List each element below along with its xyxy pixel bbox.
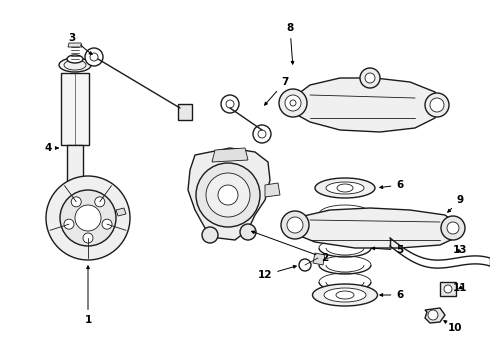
Circle shape [75, 205, 101, 231]
Polygon shape [313, 253, 325, 265]
Ellipse shape [315, 178, 375, 198]
Circle shape [95, 197, 105, 207]
Circle shape [71, 197, 81, 207]
Circle shape [258, 130, 266, 138]
Ellipse shape [59, 58, 91, 72]
Text: 7: 7 [265, 77, 289, 105]
Circle shape [444, 285, 452, 293]
Circle shape [299, 259, 311, 271]
Polygon shape [440, 282, 456, 296]
Text: 6: 6 [380, 290, 404, 300]
Circle shape [102, 219, 112, 229]
Circle shape [425, 93, 449, 117]
Circle shape [196, 163, 260, 227]
Circle shape [428, 310, 438, 320]
Ellipse shape [324, 288, 366, 302]
Circle shape [430, 98, 444, 112]
Text: 2: 2 [252, 231, 329, 263]
Text: 8: 8 [286, 23, 294, 64]
Circle shape [218, 185, 238, 205]
Circle shape [46, 176, 130, 260]
Circle shape [221, 95, 239, 113]
Circle shape [64, 219, 74, 229]
Polygon shape [178, 104, 192, 120]
Circle shape [56, 201, 68, 213]
Circle shape [60, 190, 116, 246]
Circle shape [253, 125, 271, 143]
Polygon shape [290, 78, 440, 132]
Polygon shape [68, 43, 82, 47]
Circle shape [83, 233, 93, 243]
Circle shape [441, 216, 465, 240]
Circle shape [287, 217, 303, 233]
Circle shape [285, 95, 301, 111]
Ellipse shape [64, 60, 86, 70]
Text: 10: 10 [444, 321, 462, 333]
Circle shape [82, 201, 94, 213]
Text: 5: 5 [372, 245, 404, 255]
Polygon shape [53, 195, 97, 220]
Text: 9: 9 [448, 195, 464, 212]
Ellipse shape [67, 55, 83, 63]
Text: 1: 1 [84, 266, 92, 325]
Circle shape [90, 53, 98, 61]
Text: 12: 12 [258, 265, 296, 280]
Polygon shape [61, 73, 89, 145]
Text: 4: 4 [44, 143, 58, 153]
Polygon shape [212, 148, 248, 162]
Circle shape [206, 173, 250, 217]
Circle shape [240, 224, 256, 240]
Polygon shape [116, 208, 126, 216]
Circle shape [202, 227, 218, 243]
Ellipse shape [313, 284, 377, 306]
Circle shape [279, 89, 307, 117]
Circle shape [226, 100, 234, 108]
Ellipse shape [336, 291, 354, 299]
Ellipse shape [337, 184, 353, 192]
Text: 3: 3 [69, 33, 92, 54]
Ellipse shape [326, 182, 364, 194]
Circle shape [290, 100, 296, 106]
Text: 11: 11 [453, 283, 467, 293]
Circle shape [447, 222, 459, 234]
Text: 13: 13 [453, 245, 467, 255]
Polygon shape [290, 208, 458, 248]
Circle shape [85, 48, 103, 66]
Circle shape [360, 68, 380, 88]
Polygon shape [67, 145, 83, 195]
Polygon shape [425, 308, 445, 323]
Circle shape [281, 211, 309, 239]
Polygon shape [265, 183, 280, 197]
Text: 6: 6 [380, 180, 404, 190]
Circle shape [365, 73, 375, 83]
Polygon shape [188, 148, 270, 240]
